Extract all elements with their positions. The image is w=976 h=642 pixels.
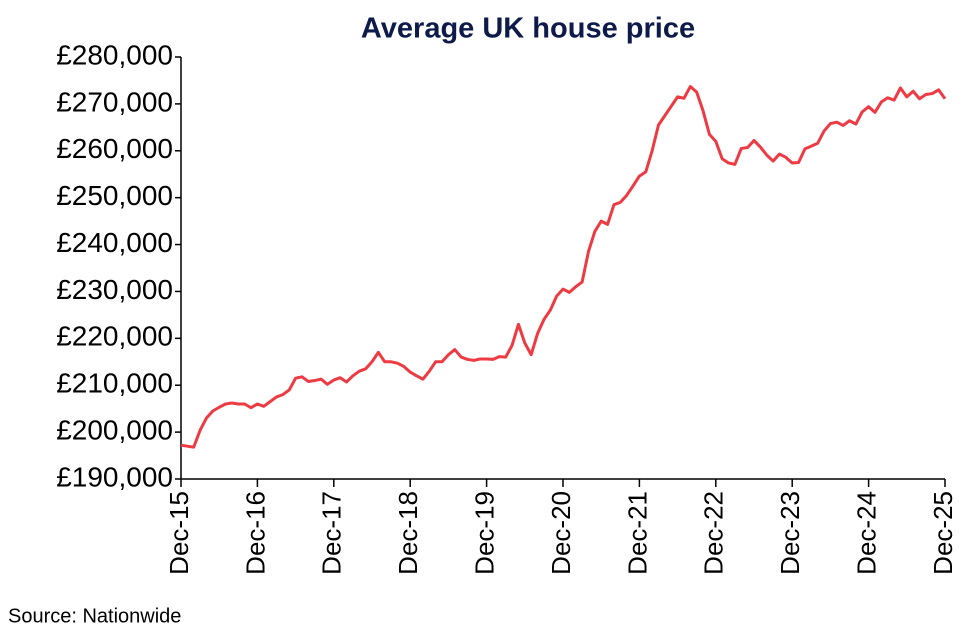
x-tick-label: Dec-22 (699, 491, 729, 575)
x-tick-label: Dec-17 (317, 491, 347, 575)
y-tick-label: £260,000 (56, 133, 173, 164)
x-tick-label: Dec-18 (393, 491, 423, 575)
y-tick-label: £230,000 (56, 274, 173, 305)
x-tick-label: Dec-23 (775, 491, 805, 575)
y-tick-label: £250,000 (56, 180, 173, 211)
x-tick-label: Dec-24 (851, 491, 881, 575)
x-tick-label: Dec-19 (469, 491, 499, 575)
line (180, 85, 947, 449)
x-tick-label: Dec-25 (928, 491, 958, 575)
y-tick-label: £220,000 (56, 321, 173, 352)
source: Source: Nationwide (8, 605, 181, 627)
y-tick-label: £200,000 (56, 415, 173, 446)
y-tick-label: £280,000 (56, 39, 173, 70)
x-tick-label: Dec-20 (546, 491, 576, 575)
chart-title: Average UK house price (361, 13, 695, 45)
y-tick-label: £210,000 (56, 368, 173, 399)
x-tick-label: Dec-21 (622, 491, 652, 575)
x-tick-label: Dec-16 (240, 491, 270, 575)
y-tick-label: £190,000 (56, 461, 173, 492)
y-tick-label: £270,000 (56, 86, 173, 117)
y-tick-label: £240,000 (56, 227, 173, 258)
x-tick-label: Dec-15 (164, 491, 194, 575)
